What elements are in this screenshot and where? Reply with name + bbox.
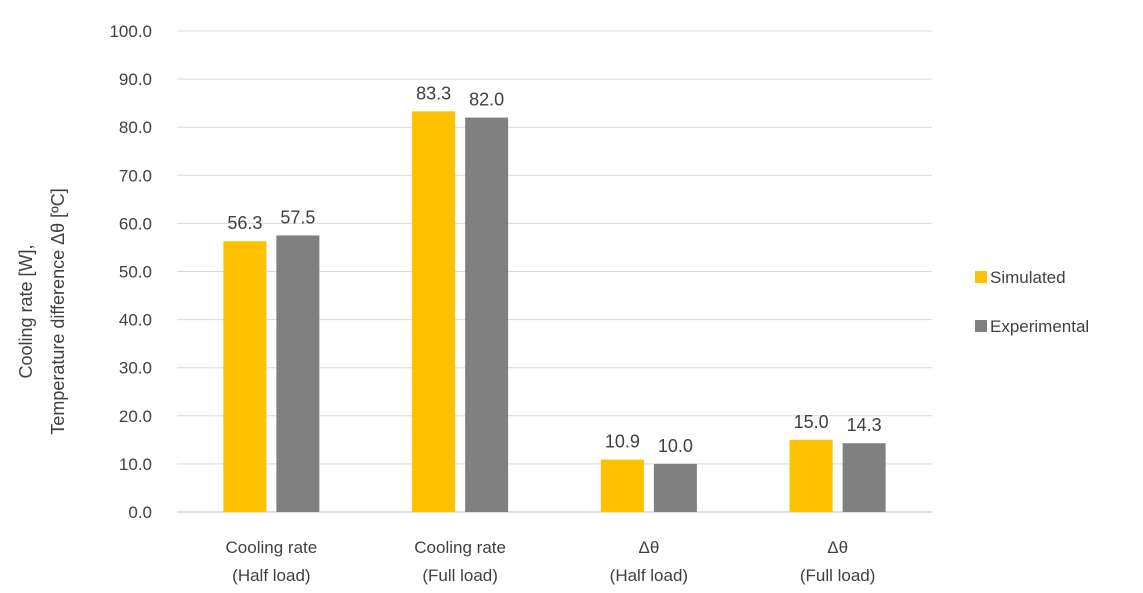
bar-experimental [276,235,320,513]
y-axis-ticks: 0.0 10.0 20.0 30.0 40.0 50.0 60.0 70.0 80.0 90.0 1… [109,22,152,522]
data-label: 57.5 [280,207,315,227]
data-label: 10.9 [605,432,640,452]
x-category-label: (Half load) [232,566,310,585]
legend: Simulated Experimental [975,268,1089,336]
y-tick-label: 10.0 [119,455,152,474]
x-category-label: Cooling rate [414,538,506,557]
legend-label-simulated: Simulated [990,268,1066,287]
data-label: 15.0 [794,412,829,432]
y-axis-label: Cooling rate [W], Temperature difference … [16,188,68,434]
bar-simulated [412,111,456,513]
y-tick-label: 100.0 [109,22,152,41]
x-category-label: (Full load) [422,566,498,585]
y-tick-label: 20.0 [119,407,152,426]
data-labels: 56.3 57.5 83.3 82.0 10.9 10.0 15.0 14.3 [227,83,881,456]
legend-label-experimental: Experimental [990,317,1089,336]
legend-swatch-experimental [975,320,987,332]
data-label: 14.3 [847,415,882,435]
bar-simulated [600,459,644,512]
data-label: 82.0 [469,90,504,110]
x-category-label: (Half load) [610,566,688,585]
x-category-label: (Full load) [800,566,876,585]
x-category-label: Δθ [827,538,848,557]
bar-simulated [223,241,267,512]
y-axis-title: Cooling rate [W], [16,244,36,378]
y-tick-label: 60.0 [119,214,152,233]
x-category-label: Cooling rate [226,538,318,557]
y-axis-title: Temperature difference Δθ [ºC] [48,188,68,434]
bar-simulated [789,439,833,512]
bar-experimental [465,117,509,512]
legend-swatch-simulated [975,271,987,283]
x-category-label: Δθ [638,538,659,557]
y-tick-label: 70.0 [119,166,152,185]
bar-experimental [842,443,886,512]
bar-experimental [653,463,697,512]
y-tick-label: 50.0 [119,263,152,282]
data-label: 10.0 [658,436,693,456]
y-tick-label: 80.0 [119,118,152,137]
y-tick-label: 90.0 [119,70,152,89]
y-tick-label: 40.0 [119,311,152,330]
data-label: 83.3 [416,83,451,103]
x-axis-categories: Cooling rate (Half load) Cooling rate (Full… [226,538,876,585]
bars [223,111,886,513]
y-tick-label: 30.0 [119,359,152,378]
data-label: 56.3 [227,213,262,233]
y-tick-label: 0.0 [128,503,152,522]
